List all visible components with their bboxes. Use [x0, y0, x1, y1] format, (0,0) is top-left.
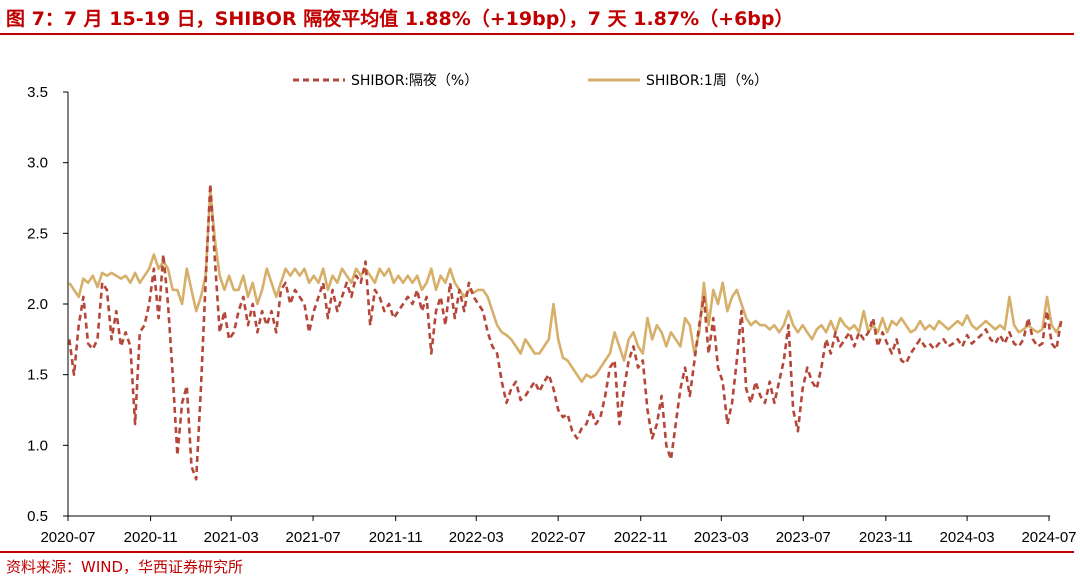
header-rule [0, 33, 1074, 35]
y-tick-label: 2.0 [27, 296, 48, 313]
x-tick-label: 2021-03 [204, 529, 259, 546]
legend-item-1week: SHIBOR:1周（%） [588, 73, 768, 89]
x-tick-label: 2020-11 [124, 529, 178, 546]
y-tick-label: 0.5 [27, 508, 48, 525]
footer-rule [0, 551, 1074, 553]
y-tick-label: 3.0 [27, 155, 48, 172]
x-tick-label: 2024-07 [1021, 529, 1076, 546]
series-line-1week [68, 189, 1063, 383]
y-tick-label: 2.5 [27, 225, 48, 242]
y-tick-label: 1.5 [27, 367, 48, 384]
x-tick-label: 2024-03 [940, 529, 995, 546]
source-note: 资料来源：WIND，华西证券研究所 [6, 558, 244, 576]
x-tick-label: 2022-03 [449, 529, 504, 546]
legend-label: SHIBOR:1周（%） [646, 73, 768, 89]
y-tick-label: 1.0 [27, 437, 48, 454]
x-tick-label: 2023-11 [859, 529, 913, 546]
legend: SHIBOR:隔夜（%） SHIBOR:1周（%） [293, 73, 768, 89]
chart-title: 图 7：7 月 15-19 日，SHIBOR 隔夜平均值 1.88%（+19bp… [6, 8, 794, 30]
x-tick-label: 2023-03 [694, 529, 749, 546]
x-axis: 2020-07 2020-11 2021-03 2021-07 2021-11 2022-… [40, 515, 1077, 546]
legend-label: SHIBOR:隔夜（%） [351, 73, 478, 89]
x-tick-label: 2021-11 [369, 529, 423, 546]
series-line-overnight [68, 182, 1063, 481]
x-tick-label: 2023-07 [776, 529, 831, 546]
series-layer [68, 182, 1063, 481]
y-axis: 0.5 1.0 1.5 2.0 2.5 3.0 3.5 [27, 84, 69, 525]
x-tick-label: 2022-07 [531, 529, 586, 546]
x-tick-label: 2020-07 [40, 529, 95, 546]
y-tick-label: 3.5 [27, 84, 48, 101]
x-tick-label: 2021-07 [286, 529, 341, 546]
legend-item-overnight: SHIBOR:隔夜（%） [293, 73, 478, 89]
x-tick-label: 2022-11 [614, 529, 668, 546]
